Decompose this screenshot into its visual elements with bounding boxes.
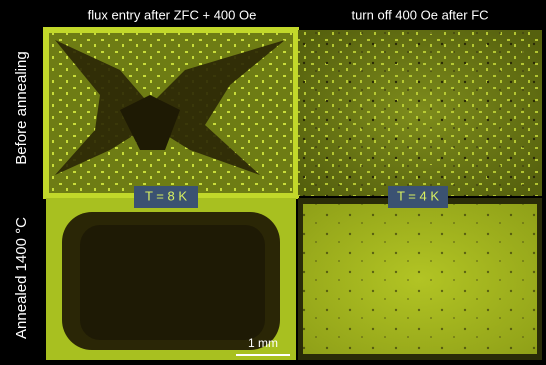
image-panel: 1 mm xyxy=(46,198,296,360)
column-title: flux entry after ZFC + 400 Oe xyxy=(88,7,257,22)
image-panel xyxy=(298,198,542,360)
image-panel xyxy=(298,30,542,196)
scale-bar-label: 1 mm xyxy=(248,336,278,350)
figure: flux entry after ZFC + 400 Oe turn off 4… xyxy=(0,0,546,365)
image-panel xyxy=(46,30,296,196)
row-label: Annealed 1400 °C xyxy=(13,217,30,339)
temperature-label: T = 8 K xyxy=(145,188,187,203)
column-title: turn off 400 Oe after FC xyxy=(351,7,488,22)
row-label: Before annealing xyxy=(13,51,30,164)
temperature-label: T = 4 K xyxy=(397,188,439,203)
